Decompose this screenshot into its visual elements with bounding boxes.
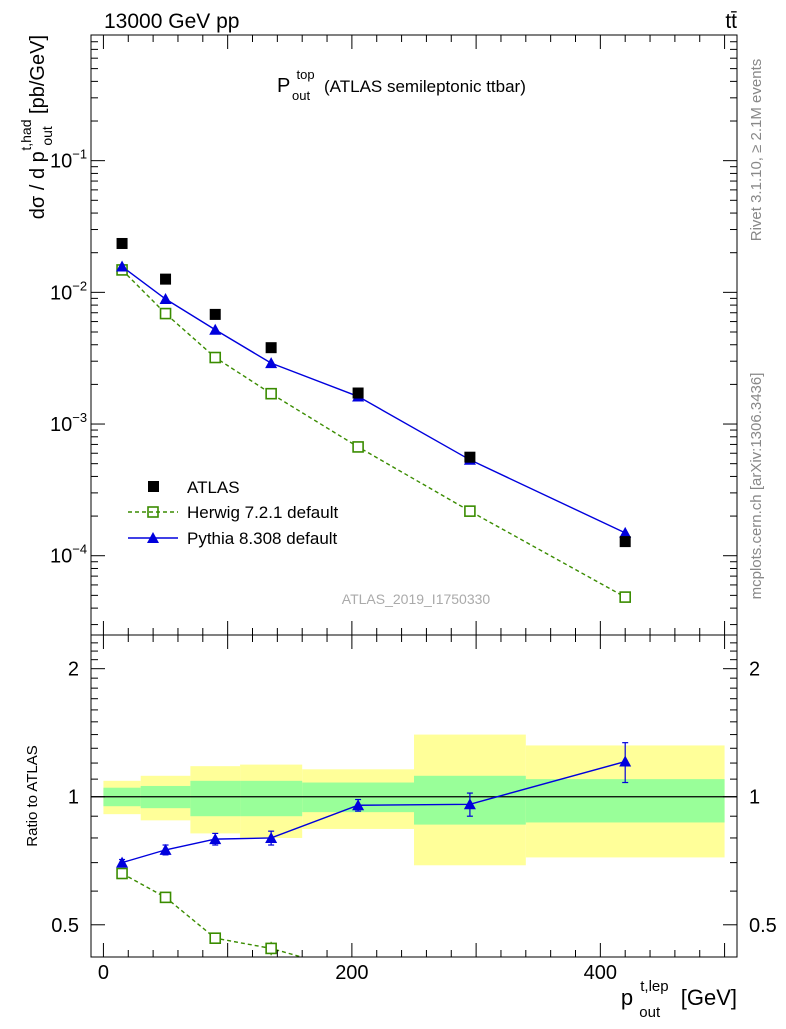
main-ytick-label: 10−1 [50,147,87,173]
ratio-frame [90,634,738,958]
pythia-point [619,526,632,538]
pythia-ratio-point [265,831,278,843]
analysis-watermark: ATLAS_2019_I1750330 [342,591,491,607]
ylabel-sup: t,had [18,120,34,151]
xlabel-sub: out [639,1004,661,1021]
legend-label-herwig: Herwig 7.2.1 default [187,503,338,522]
ratio-ylabel: Ratio to ATLAS [24,745,41,846]
ratio-ytick-label-right: 1 [749,787,760,809]
main-ytick-label: 10−4 [50,542,87,568]
herwig-point [352,441,364,453]
pythia-ratio-point [463,798,476,810]
title-sub: out [292,88,310,103]
main-title: P top out (ATLAS semileptonic ttbar) [277,62,526,105]
pythia-point [159,293,172,305]
xlabel-pre: p [621,985,633,1010]
pythia-point [209,323,222,335]
ratio-xtick-label: 200 [335,962,368,984]
herwig-point [464,505,476,517]
legend: ATLAS Herwig 7.2.1 default Pythia 8.308 … [128,478,338,548]
herwig-ratio-point [116,867,128,880]
main-ytick-label: 10−2 [50,278,87,304]
title-sup: top [297,67,315,82]
pythia-ratio-point [209,833,222,845]
ratio-xlabel: p out t,lep [GeV] [621,971,737,1022]
ylabel-sub: out [39,126,55,146]
ratio-panel: 2 2 1 1 0.5 0.5 0 200 400 Ratio to ATLAS p out t… [24,634,777,1022]
ratio-ytick-label-right: 2 [749,659,760,681]
herwig-ratio-line [121,872,304,957]
xlabel-post: [GeV] [681,985,737,1010]
pythia-ratio-point [159,843,172,855]
herwig-point [265,387,277,400]
pythia-point [265,357,278,369]
ratio-ticks: 2 2 1 1 0.5 0.5 0 200 400 [51,635,777,984]
pythia-point [116,260,129,272]
main-ticks: 10−1 10−2 10−3 10−4 [50,34,737,635]
ratio-ytick-label: 1 [68,787,79,809]
ratio-ytick-label-right: 0.5 [749,915,777,937]
herwig-point [159,307,172,320]
herwig-ratio-point [159,891,172,904]
legend-marker-herwig [147,506,159,518]
ylabel-post: [pb/GeV] [27,35,49,114]
ratio-ytick-label: 0.5 [51,915,79,937]
rivet-label: Rivet 3.1.10, ≥ 2.1M events [748,59,765,242]
main-series-layer [116,237,632,603]
main-ytick-label: 10−3 [50,410,87,436]
atlas-point [352,387,364,399]
title-rest: (ATLAS semileptonic ttbar) [324,77,526,96]
legend-marker-pythia [147,532,159,543]
legend-label-atlas: ATLAS [187,478,240,497]
legend-label-pythia: Pythia 8.308 default [187,529,338,548]
ylabel-pre: dσ / d p [27,151,49,219]
ratio-series-layer [116,742,632,957]
atlas-point [619,536,631,548]
legend-marker-atlas [148,481,159,492]
atlas-point [265,342,277,354]
mcplots-label: mcplots.cern.ch [arXiv:1306.3436] [748,373,765,600]
pythia-ratio-point [619,755,632,767]
pythia-ratio-point [116,856,129,868]
herwig-ratio-point [265,942,277,955]
ratio-ytick-label: 2 [68,659,79,681]
atlas-point [464,451,476,463]
atlas-point [209,308,221,320]
title-main: P [277,75,290,97]
ratio-xtick-label: 0 [98,962,109,984]
ratio-band-inner [190,780,241,817]
atlas-point [116,237,128,249]
herwig-ratio-point [209,932,222,944]
herwig-point [619,591,631,603]
ratio-band-inner [240,780,303,817]
process-label: tt̄ [725,10,737,33]
xlabel-sup: t,lep [640,978,668,995]
main-panel: 10−1 10−2 10−3 10−4 P top out (ATLAS semile… [14,34,738,636]
pythia-ratio-point [352,799,365,811]
herwig-point [209,351,222,364]
ratio-band-inner [525,779,725,823]
ratio-xtick-label: 400 [584,962,617,984]
energy-label: 13000 GeV pp [104,10,239,33]
main-ylabel: dσ / d p out t,had [pb/GeV] [14,35,57,219]
atlas-point [160,273,172,285]
ratio-series-group [116,742,632,957]
